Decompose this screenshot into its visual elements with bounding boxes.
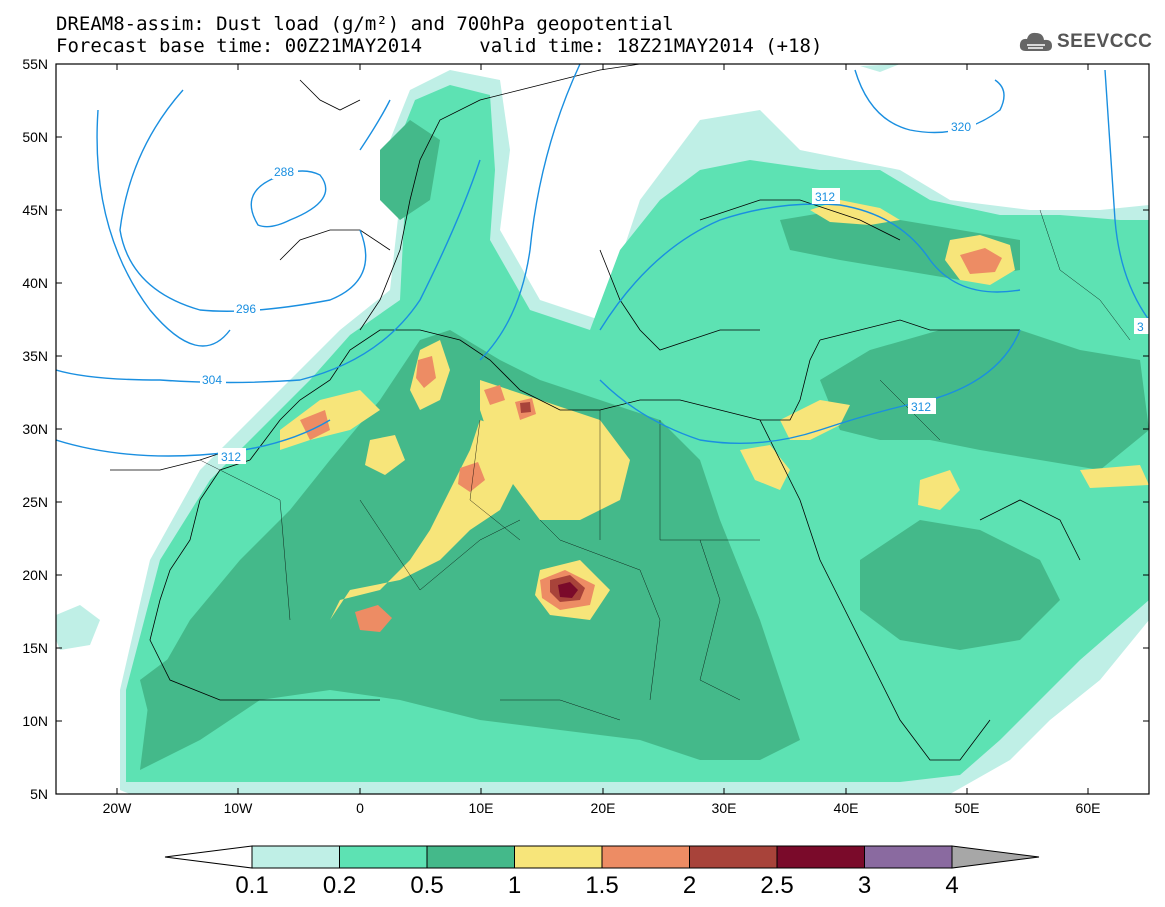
contour-label-312: 312 — [911, 400, 931, 414]
x-tick-label: 60E — [1076, 800, 1101, 816]
contour-label-320: 320 — [951, 120, 971, 134]
cloud-icon — [1019, 32, 1052, 51]
colorbar-label: 1.5 — [585, 872, 618, 899]
dust-layer-2.5 — [558, 582, 578, 598]
x-tick-label: 30E — [712, 800, 737, 816]
x-tick-label: 40E — [834, 800, 859, 816]
contour-label-3: 3 — [1137, 320, 1144, 334]
y-tick-label: 5N — [30, 786, 48, 802]
colorbar-cell — [776, 845, 865, 869]
x-tick-label: 50E — [955, 800, 980, 816]
colorbar-cell — [251, 845, 340, 869]
valid-time: valid time: 18Z21MAY2014 (+18) — [479, 35, 823, 57]
colorbar-cell — [339, 845, 428, 869]
colorbar-label: 0.5 — [410, 872, 443, 899]
y-tick-label: 20N — [22, 567, 48, 583]
x-tick-label: 20E — [591, 800, 616, 816]
x-tick-label: 10E — [469, 800, 494, 816]
colorbar-labels: 0.1 0.2 0.5 1 1.5 2 2.5 3 4 — [235, 872, 958, 899]
y-tick-label: 45N — [22, 202, 48, 218]
logo-text: SEEVCCC — [1057, 31, 1153, 52]
x-tick-label: 20W — [103, 800, 133, 816]
y-tick-label: 30N — [22, 421, 48, 437]
colorbar-label: 2.5 — [760, 872, 793, 899]
colorbar-cell — [689, 845, 778, 869]
x-axis-labels: 20W 10W 0 10E 20E 30E 40E 50E 60E — [103, 800, 1101, 816]
x-tick-label: 0 — [356, 800, 364, 816]
base-time: Forecast base time: 00Z21MAY2014 — [56, 35, 423, 57]
contour-label-304: 304 — [202, 373, 222, 387]
colorbar-label: 3 — [858, 872, 871, 899]
colorbar-cell — [601, 845, 690, 869]
x-tick-label: 10W — [224, 800, 254, 816]
map-subtitle: Forecast base time: 00Z21MAY2014 valid t… — [56, 36, 822, 56]
colorbar-label: 1 — [508, 872, 521, 899]
colorbar-cell — [426, 845, 515, 869]
coastlines — [110, 64, 1081, 761]
colorbar-label: 4 — [945, 872, 958, 899]
contour-label-288: 288 — [274, 165, 294, 179]
contour-label-312: 312 — [815, 190, 835, 204]
colorbar-upper-arrow — [951, 845, 1040, 869]
map-area: 288 296 304 312 312 312 320 3 — [56, 64, 1149, 794]
dust-layer-0.5 — [140, 120, 1149, 770]
seevccc-logo: SEEVCCC — [1018, 28, 1152, 56]
y-tick-label: 55N — [22, 56, 48, 72]
geopotential-contours — [56, 64, 1149, 457]
axis-ticks — [56, 64, 1149, 794]
colorbar-label: 0.2 — [323, 872, 356, 899]
colorbar: 0.1 0.2 0.5 1 1.5 2 2.5 3 4 — [164, 845, 1040, 899]
colorbar-cell — [514, 845, 603, 869]
y-tick-label: 15N — [22, 640, 48, 656]
colorbar-cells — [251, 845, 953, 869]
y-axis-labels: 55N 50N 45N 40N 35N 30N 25N 20N 15N 10N … — [22, 56, 48, 802]
colorbar-label: 0.1 — [235, 872, 268, 899]
y-tick-label: 35N — [22, 348, 48, 364]
y-tick-label: 40N — [22, 275, 48, 291]
contour-label-312: 312 — [221, 450, 241, 464]
y-tick-label: 10N — [22, 713, 48, 729]
contour-labels: 288 296 304 312 312 312 320 3 — [200, 118, 1149, 464]
y-tick-label: 50N — [22, 129, 48, 145]
contour-label-296: 296 — [236, 302, 256, 316]
y-tick-label: 25N — [22, 494, 48, 510]
colorbar-label: 2 — [683, 872, 696, 899]
colorbar-lower-arrow — [164, 845, 253, 869]
map-title: DREAM8-assim: Dust load (g/m²) and 700hP… — [56, 13, 674, 35]
country-borders — [199, 209, 1131, 721]
colorbar-cell — [864, 845, 953, 869]
